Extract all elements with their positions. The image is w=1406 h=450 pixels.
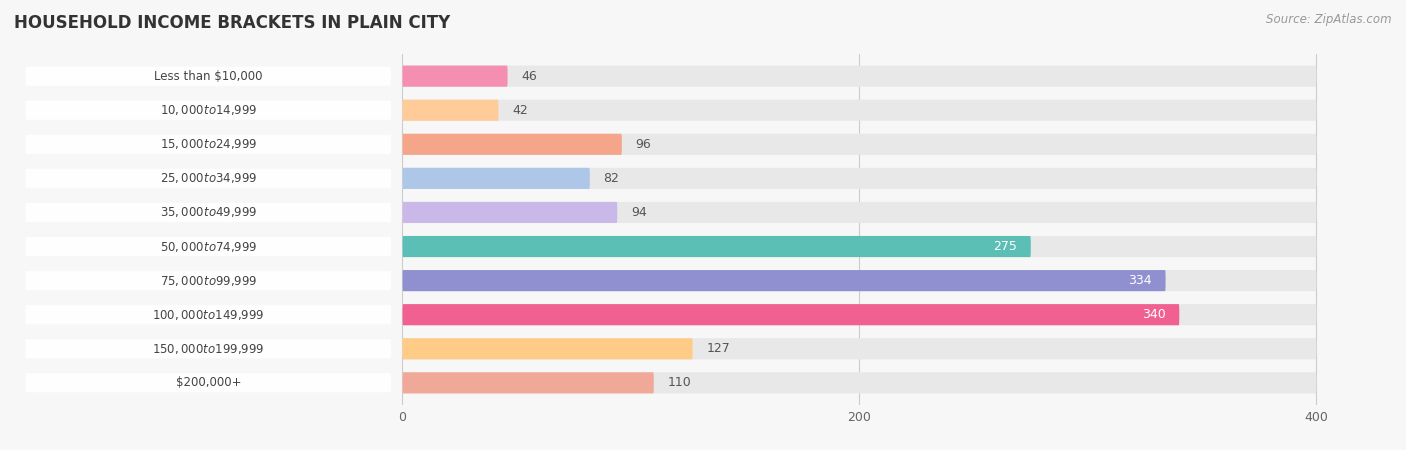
FancyBboxPatch shape [25,135,391,154]
Text: 82: 82 [603,172,620,185]
FancyBboxPatch shape [402,202,1316,223]
FancyBboxPatch shape [402,168,1316,189]
FancyBboxPatch shape [25,271,391,290]
Text: 110: 110 [668,376,692,389]
FancyBboxPatch shape [25,305,391,324]
Text: $75,000 to $99,999: $75,000 to $99,999 [159,274,257,288]
FancyBboxPatch shape [402,99,499,121]
FancyBboxPatch shape [25,101,391,120]
FancyBboxPatch shape [25,374,391,392]
FancyBboxPatch shape [402,168,591,189]
Text: $50,000 to $74,999: $50,000 to $74,999 [159,239,257,253]
Text: 46: 46 [522,70,537,83]
FancyBboxPatch shape [402,134,1316,155]
FancyBboxPatch shape [402,134,621,155]
FancyBboxPatch shape [402,270,1166,291]
FancyBboxPatch shape [402,236,1031,257]
Text: $25,000 to $34,999: $25,000 to $34,999 [159,171,257,185]
FancyBboxPatch shape [25,339,391,358]
FancyBboxPatch shape [402,270,1316,291]
Text: 96: 96 [636,138,651,151]
Text: $15,000 to $24,999: $15,000 to $24,999 [159,137,257,151]
Text: $10,000 to $14,999: $10,000 to $14,999 [159,103,257,117]
Text: HOUSEHOLD INCOME BRACKETS IN PLAIN CITY: HOUSEHOLD INCOME BRACKETS IN PLAIN CITY [14,14,450,32]
FancyBboxPatch shape [402,304,1180,325]
Text: $200,000+: $200,000+ [176,376,240,389]
FancyBboxPatch shape [402,372,1316,393]
Text: 334: 334 [1128,274,1152,287]
FancyBboxPatch shape [402,304,1316,325]
FancyBboxPatch shape [402,202,617,223]
Text: Source: ZipAtlas.com: Source: ZipAtlas.com [1267,14,1392,27]
Text: $100,000 to $149,999: $100,000 to $149,999 [152,308,264,322]
FancyBboxPatch shape [402,338,1316,360]
FancyBboxPatch shape [402,66,508,87]
FancyBboxPatch shape [402,99,1316,121]
FancyBboxPatch shape [402,66,1316,87]
Text: 127: 127 [706,342,730,355]
FancyBboxPatch shape [25,237,391,256]
FancyBboxPatch shape [25,203,391,222]
FancyBboxPatch shape [402,338,693,360]
FancyBboxPatch shape [25,169,391,188]
FancyBboxPatch shape [402,372,654,393]
Text: Less than $10,000: Less than $10,000 [155,70,263,83]
FancyBboxPatch shape [402,236,1316,257]
Text: $35,000 to $49,999: $35,000 to $49,999 [159,206,257,220]
Text: 340: 340 [1142,308,1166,321]
Text: 94: 94 [631,206,647,219]
Text: 42: 42 [512,104,527,117]
FancyBboxPatch shape [25,67,391,86]
Text: $150,000 to $199,999: $150,000 to $199,999 [152,342,264,356]
Text: 275: 275 [993,240,1017,253]
